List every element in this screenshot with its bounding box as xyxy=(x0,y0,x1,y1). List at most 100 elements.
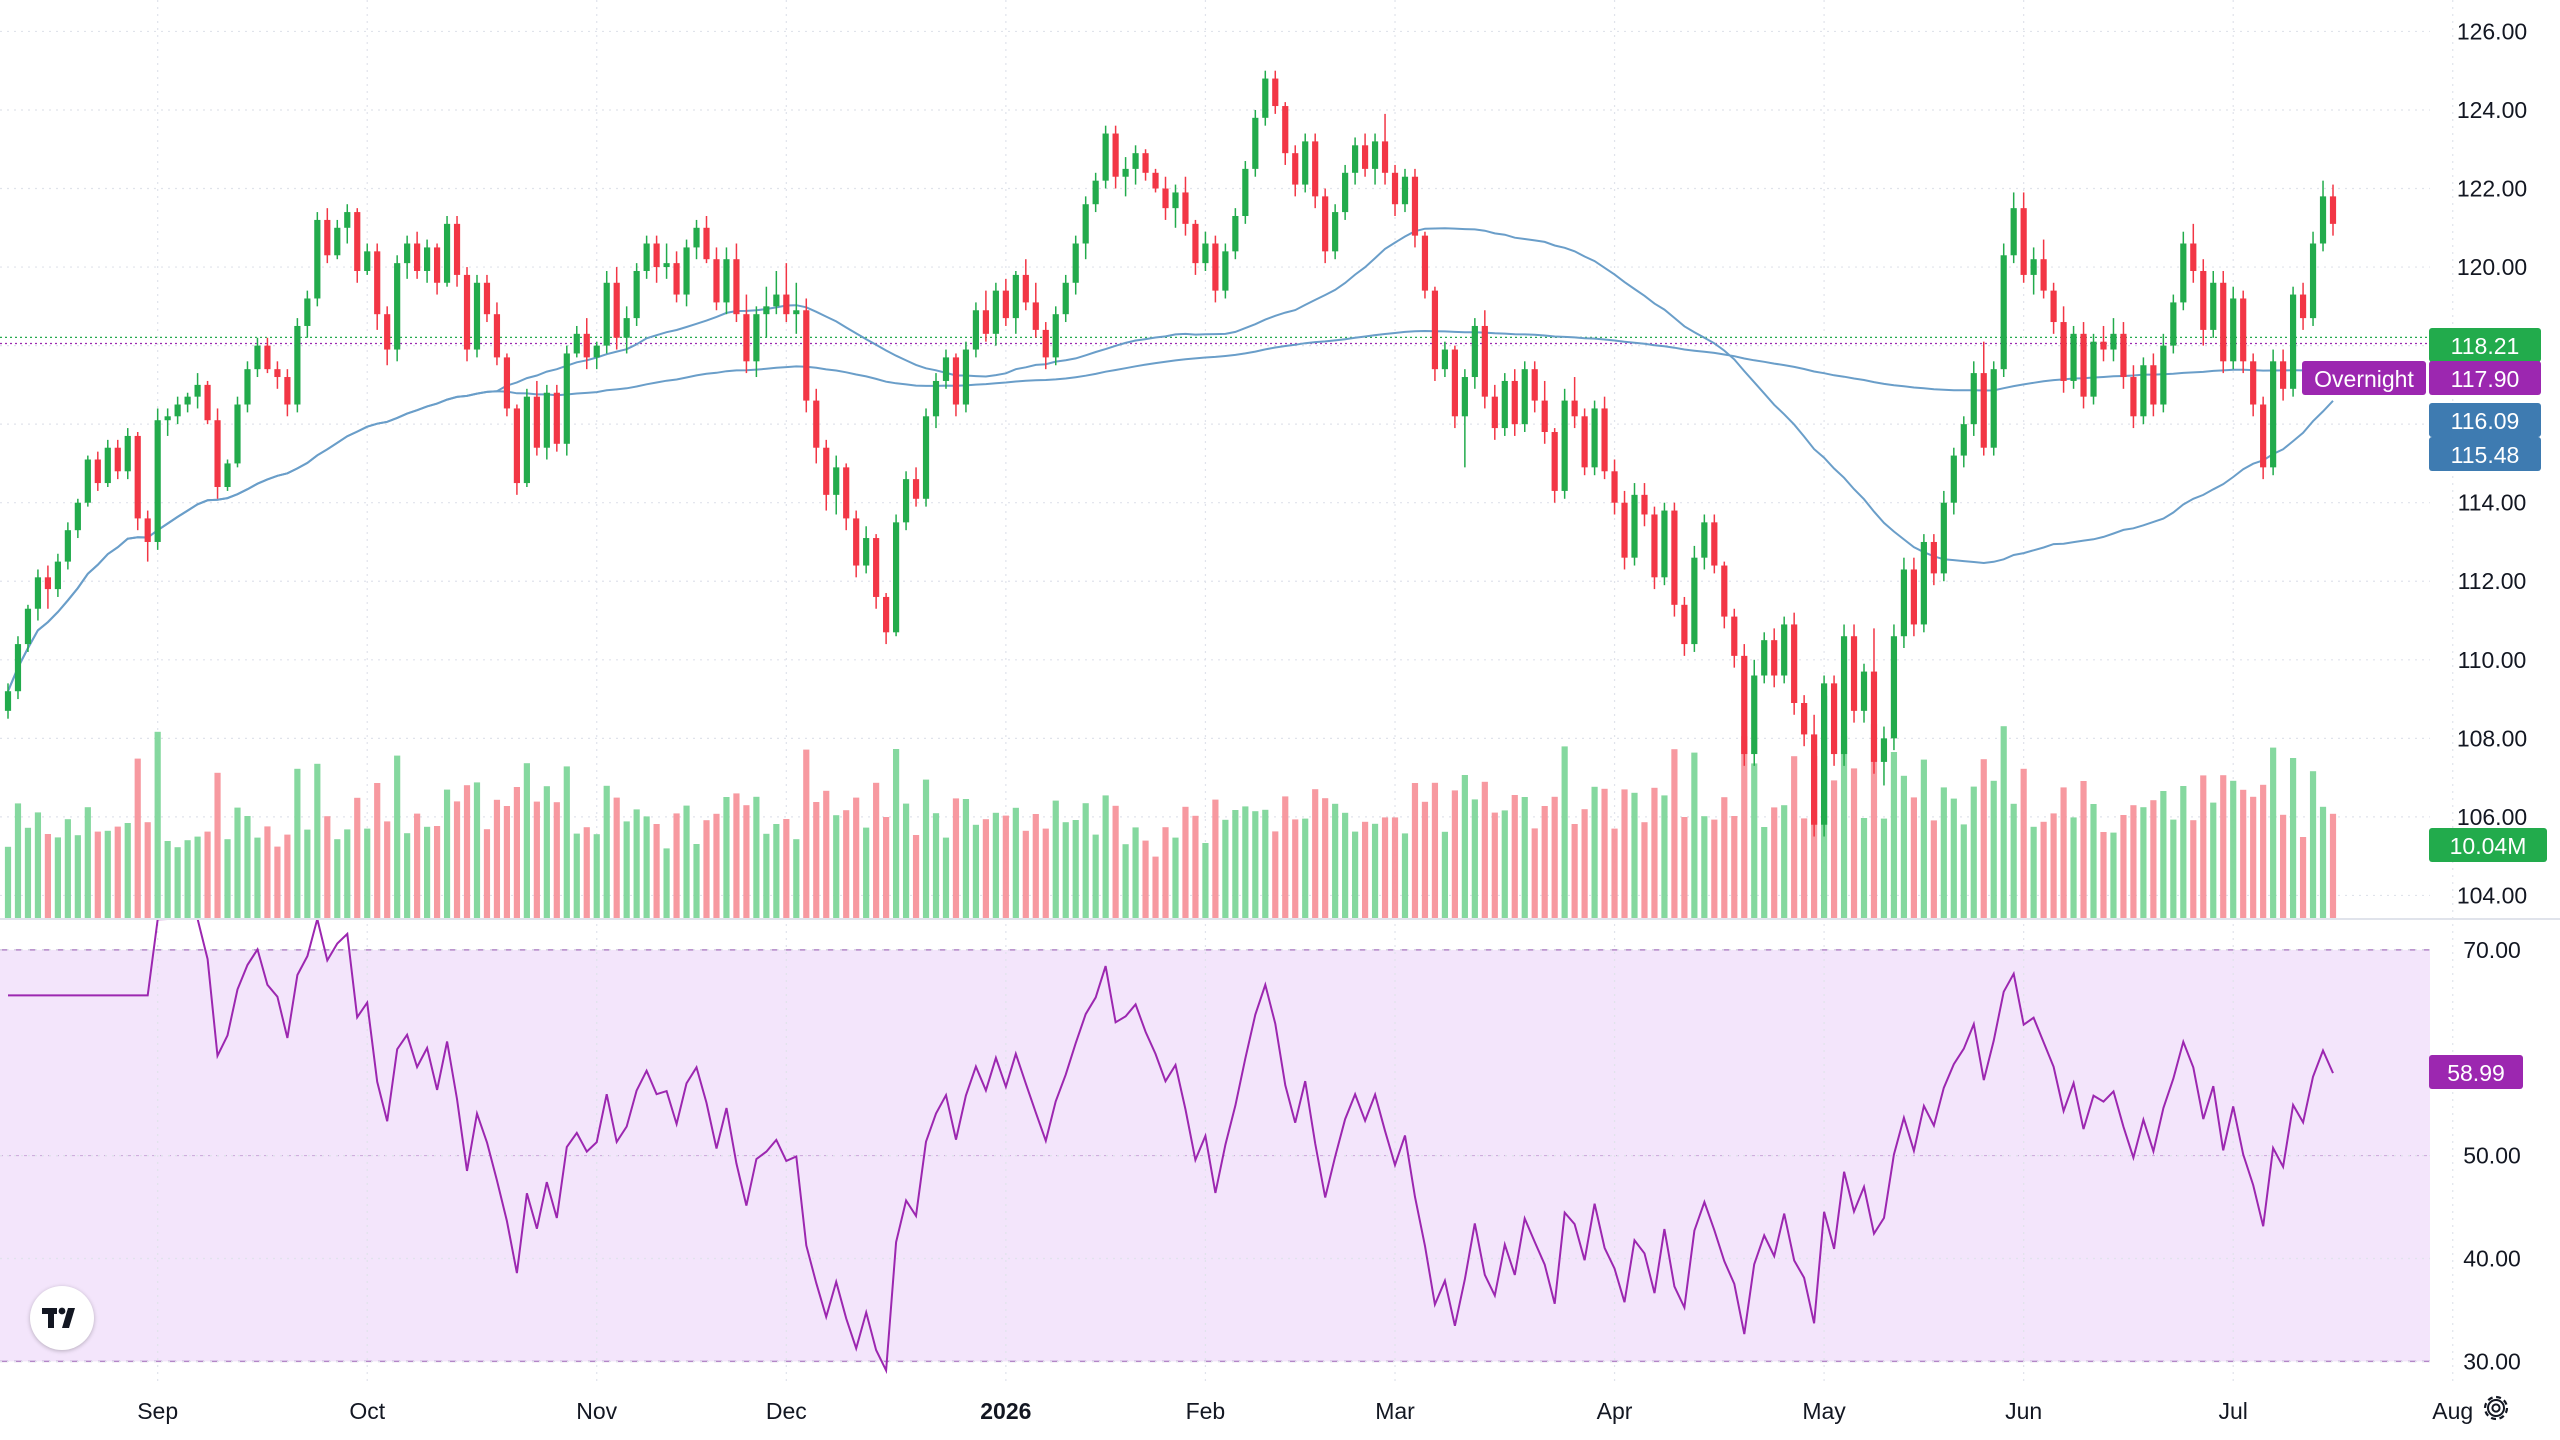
candle-body xyxy=(74,502,81,531)
volume-bar xyxy=(384,821,391,919)
candle-body xyxy=(2309,243,2317,319)
candle-body xyxy=(463,274,471,350)
volume-bar xyxy=(1910,797,1917,919)
volume-bar xyxy=(2240,789,2247,919)
volume-bar xyxy=(174,847,181,919)
volume-bar xyxy=(823,790,830,919)
volume-bar xyxy=(2170,819,2177,919)
candle-body xyxy=(404,243,411,264)
volume-bar xyxy=(932,813,940,919)
candle-body xyxy=(1252,117,1259,169)
candle-body xyxy=(264,345,271,370)
volume-bar xyxy=(1122,844,1129,919)
volume-bar xyxy=(64,819,71,919)
candle-body xyxy=(1332,212,1339,252)
svg-text:58.99: 58.99 xyxy=(2447,1060,2505,1086)
candle-body xyxy=(1591,408,1598,468)
volume-bar xyxy=(104,830,111,919)
gear-icon[interactable] xyxy=(2476,1388,2516,1428)
volume-bar xyxy=(244,816,251,919)
volume-bar xyxy=(334,839,341,919)
volume-bar xyxy=(992,812,999,919)
volume-bar xyxy=(2309,771,2317,919)
volume-bar xyxy=(543,786,550,919)
candle-body xyxy=(783,294,790,315)
candle-body xyxy=(1022,274,1029,303)
candle-body xyxy=(1601,408,1608,472)
volume-bar xyxy=(274,846,281,919)
price-tick-label: 110.00 xyxy=(2458,647,2527,673)
tradingview-logo-icon[interactable] xyxy=(30,1286,94,1350)
volume-bar xyxy=(1860,818,1868,919)
volume-bar xyxy=(1431,782,1439,919)
volume-bar xyxy=(1661,795,1668,919)
rsi-line-path xyxy=(8,918,2334,1375)
price-tick-label: 108.00 xyxy=(2457,725,2527,751)
candle-body xyxy=(663,263,670,268)
volume-bar xyxy=(1671,749,1678,919)
volume-bar xyxy=(1142,840,1149,919)
volume-bar xyxy=(783,819,790,919)
volume-bar xyxy=(1701,816,1708,919)
candle-body xyxy=(823,447,830,495)
candle-body xyxy=(1481,325,1488,397)
volume-bar xyxy=(234,807,241,919)
volume-bar xyxy=(493,799,501,919)
rsi-tick-label: 50.00 xyxy=(2463,1143,2521,1169)
candle-body xyxy=(942,357,950,381)
volume-bar xyxy=(1202,843,1209,919)
candle-body xyxy=(104,447,111,484)
candle-body xyxy=(1112,133,1119,177)
volume-bar xyxy=(14,803,22,919)
volume-bar xyxy=(1611,828,1618,919)
volume-bar xyxy=(873,782,880,919)
volume-bar xyxy=(1022,830,1029,919)
candle-body xyxy=(1940,502,1947,574)
candle-body xyxy=(773,294,780,307)
volume-bar xyxy=(1930,820,1937,919)
volume-bar xyxy=(1332,803,1339,919)
volume-bar xyxy=(1691,752,1698,919)
volume-bar xyxy=(1222,819,1229,919)
svg-text:10.04M: 10.04M xyxy=(2450,833,2527,859)
volume-bar xyxy=(1950,798,1957,919)
volume-bar xyxy=(294,768,301,919)
candle-body xyxy=(573,333,580,354)
volume-bar xyxy=(443,789,451,919)
candle-body xyxy=(1551,432,1558,491)
candle-body xyxy=(2319,196,2327,244)
volume-bar xyxy=(603,785,610,919)
candle-body xyxy=(1641,494,1648,515)
rsi-value-label: 58.99 xyxy=(2429,1055,2523,1089)
candle-body xyxy=(2070,333,2077,381)
volume-bar xyxy=(404,833,411,919)
time-axis[interactable]: Sep Oct Nov Dec 2026 Feb Mar Apr May Jun Jul Aug xyxy=(137,1398,2473,1424)
volume-bar xyxy=(344,829,351,919)
volume-bar xyxy=(2299,837,2307,919)
candle-body xyxy=(1870,671,1878,762)
candle-body xyxy=(1950,455,1957,503)
candle-body xyxy=(503,357,511,409)
candle-body xyxy=(124,435,131,472)
candle-body xyxy=(1581,416,1588,468)
candle-body xyxy=(593,345,600,358)
candle-body xyxy=(1521,369,1528,425)
volume-bar xyxy=(483,829,491,919)
candle-body xyxy=(2200,270,2207,330)
volume-bar xyxy=(733,793,740,919)
time-tick-label: May xyxy=(1802,1398,1846,1424)
candle-body xyxy=(2220,282,2227,362)
candle-body xyxy=(673,263,680,295)
volume-bar xyxy=(204,831,211,919)
volume-bar xyxy=(1042,828,1049,919)
candle-body xyxy=(294,325,301,405)
svg-text:118.21: 118.21 xyxy=(2451,333,2520,359)
rsi-axis[interactable]: 30.00 40.00 50.00 70.00 xyxy=(2463,937,2521,1375)
time-tick-label: Jun xyxy=(2005,1398,2042,1424)
candle-body xyxy=(523,396,530,484)
candle-body xyxy=(1361,145,1369,169)
volume-bar xyxy=(2100,832,2107,919)
candle-body xyxy=(1222,251,1229,291)
volume-bar xyxy=(2250,796,2257,919)
